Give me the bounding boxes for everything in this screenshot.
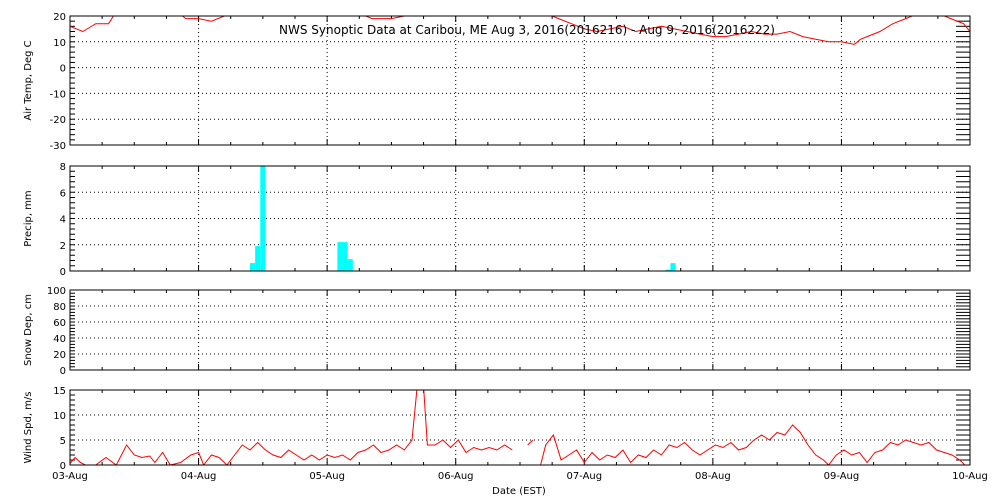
snow-depth-ytick-label: 20 — [53, 350, 66, 361]
precip-ytick-label: 2 — [60, 241, 66, 252]
precip-ytick-label: 4 — [60, 215, 66, 226]
air-temp-ytick-label: -20 — [50, 115, 66, 126]
air-temp-series — [70, 16, 970, 45]
x-tick-label: 10-Aug — [952, 471, 988, 482]
wind-speed-ylabel: Wind Spd, m/s — [23, 391, 34, 463]
wind-speed-line — [423, 390, 513, 454]
precip-ylabel: Precip, mm — [23, 190, 34, 246]
air-temp-ytick-label: 10 — [53, 38, 66, 49]
wind-speed-frame — [69, 389, 971, 466]
air-temp-line — [364, 16, 407, 20]
air-temp-frame — [69, 15, 971, 146]
snow-depth-panel: 0 20 40 60 80 100 Snow Dep, cm — [23, 286, 971, 377]
air-temp-ytick-label: -10 — [50, 89, 66, 100]
snow-depth-frame — [69, 289, 971, 371]
wind-speed-line — [70, 390, 418, 465]
air-temp-ylabel: Air Temp, Deg C — [23, 40, 34, 120]
x-tick-label: 04-Aug — [181, 471, 217, 482]
snow-depth-ytick-label: 0 — [60, 366, 66, 377]
air-temp-ytick-label: 20 — [53, 12, 66, 23]
wind-speed-line — [540, 424, 970, 465]
wind-speed-line — [527, 439, 534, 446]
x-tick-label: 07-Aug — [566, 471, 602, 482]
air-temp-ytick-label: -30 — [50, 141, 66, 152]
snow-depth-ytick-label: 100 — [47, 286, 66, 297]
chart-title: NWS Synoptic Data at Caribou, ME Aug 3, … — [279, 23, 775, 37]
precip-ytick-label: 8 — [60, 162, 66, 173]
precip-frame — [69, 165, 971, 272]
wind-speed-ytick-label: 5 — [60, 436, 66, 447]
wind-speed-panel: 0 5 10 15 Wind Spd, m/s — [23, 386, 971, 472]
x-axis-label: Date (EST) — [492, 486, 546, 497]
precip-series — [250, 166, 676, 271]
x-tick-label: 05-Aug — [309, 471, 345, 482]
air-temp-ytick-label: 0 — [60, 64, 66, 75]
x-tick-label: 09-Aug — [824, 471, 860, 482]
precip-panel: 0 2 4 6 8 Precip, mm — [23, 162, 971, 278]
air-temp-line — [181, 16, 227, 22]
wind-speed-ytick-label: 0 — [60, 461, 66, 472]
precip-bar — [347, 259, 353, 271]
precip-bar — [670, 263, 676, 271]
precip-bar — [342, 242, 348, 271]
precip-bar — [665, 269, 671, 271]
precip-bar — [250, 263, 256, 271]
precip-bar — [337, 242, 343, 271]
air-temp-line — [942, 16, 970, 32]
wind-speed-series — [70, 390, 970, 465]
precip-ytick-label: 6 — [60, 188, 66, 199]
air-temp-line — [70, 16, 114, 33]
snow-depth-ytick-label: 60 — [53, 318, 66, 329]
snow-depth-ytick-label: 40 — [53, 334, 66, 345]
x-tick-label: 08-Aug — [695, 471, 731, 482]
air-temp-line — [550, 16, 914, 45]
x-tick-label: 06-Aug — [438, 471, 474, 482]
wind-speed-ytick-label: 10 — [53, 411, 66, 422]
precip-bar — [260, 166, 266, 271]
snow-depth-ytick-label: 80 — [53, 302, 66, 313]
precip-bar — [255, 246, 261, 271]
snow-depth-ylabel: Snow Dep, cm — [23, 294, 34, 366]
air-temp-panel: -30 -20 -10 0 10 20 Air Temp, Deg C — [23, 12, 971, 152]
precip-ytick-label: 0 — [60, 267, 66, 278]
wind-speed-ytick-label: 15 — [53, 386, 66, 397]
x-tick-label: 03-Aug — [52, 471, 88, 482]
